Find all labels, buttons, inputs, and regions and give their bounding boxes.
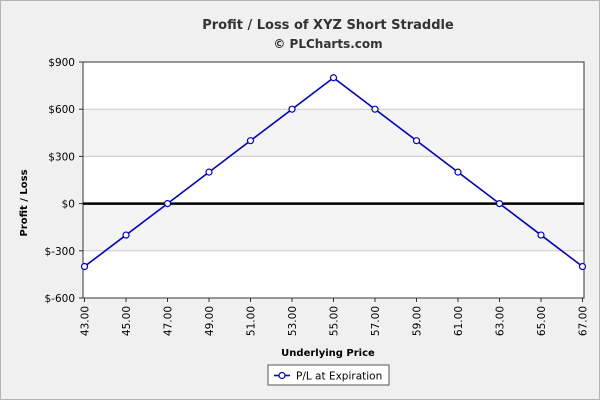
x-tick-label: 45.00 — [121, 306, 133, 336]
y-tick-label: $0 — [62, 199, 75, 211]
legend-box — [267, 364, 390, 386]
x-tick-label: 63.00 — [495, 306, 507, 336]
legend-label: P/L at Expiration — [296, 371, 382, 383]
x-tick-label: 55.00 — [329, 306, 341, 336]
y-tick-label: $-300 — [44, 246, 75, 258]
chart-subtitle: © PLCharts.com — [273, 37, 382, 51]
data-point — [412, 137, 421, 145]
x-tick-label: 51.00 — [246, 306, 258, 336]
data-point — [537, 231, 545, 239]
data-point — [80, 262, 89, 271]
data-point — [122, 231, 130, 239]
y-tick-label: $600 — [48, 104, 75, 116]
x-tick-label: 43.00 — [80, 306, 92, 336]
series-points — [80, 74, 587, 271]
plot-area — [83, 62, 584, 298]
x-tick-label: 65.00 — [536, 306, 548, 336]
data-point — [163, 200, 172, 208]
data-point — [205, 168, 213, 176]
x-tick-label: 57.00 — [370, 306, 382, 336]
x-tick-label: 59.00 — [412, 306, 424, 336]
y-tick-label: $-600 — [44, 293, 75, 305]
y-axis-label: Profit / Loss — [19, 169, 30, 236]
data-point — [454, 168, 462, 176]
y-tick-label: $900 — [48, 57, 75, 69]
plot-band — [83, 203, 584, 251]
x-tick-label: 47.00 — [163, 306, 175, 336]
y-tick-label: $300 — [48, 151, 75, 163]
legend-swatch-marker — [278, 371, 286, 380]
chart-title: Profit / Loss of XYZ Short Straddle — [202, 18, 454, 33]
plot-bands — [83, 109, 584, 251]
data-point — [371, 105, 379, 113]
x-tick-label: 53.00 — [287, 306, 299, 336]
x-axis-ticks: 43.00 45.00 47.00 49.00 51.00 53.00 55.00 57.00… — [80, 298, 590, 336]
y-axis-ticks: $900 $600 $300 $0 $-300 $-600 — [44, 57, 83, 305]
data-point — [578, 262, 587, 271]
x-tick-label: 67.00 — [578, 306, 590, 336]
x-tick-label: 49.00 — [204, 306, 216, 336]
x-tick-label: 61.00 — [453, 306, 465, 336]
x-axis-label: Underlying Price — [281, 348, 375, 359]
plot-band — [83, 109, 584, 157]
legend: P/L at Expiration — [267, 364, 390, 386]
data-point — [246, 137, 255, 145]
data-point — [329, 74, 338, 82]
data-point — [288, 105, 296, 113]
data-point — [495, 200, 504, 208]
